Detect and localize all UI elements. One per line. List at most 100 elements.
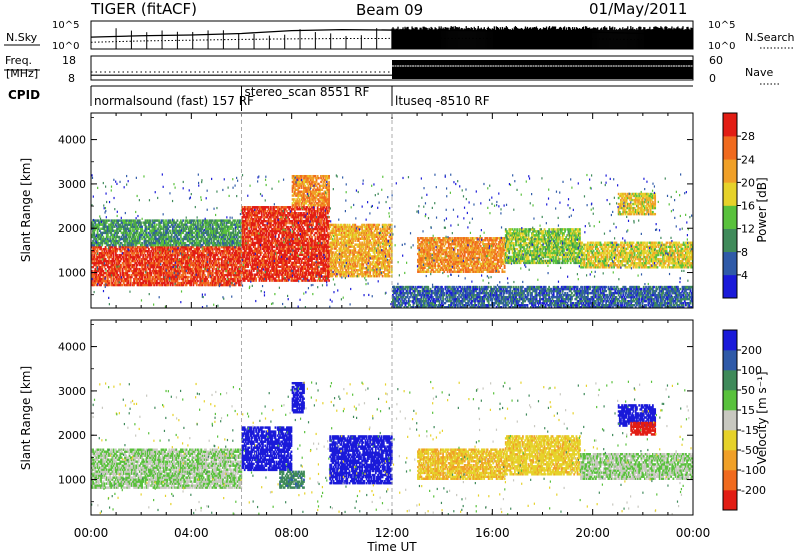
heatmap-cell <box>118 219 121 222</box>
heatmap-cell <box>274 229 277 233</box>
heatmap-cell <box>126 263 129 267</box>
heatmap-cell <box>220 261 223 265</box>
heatmap-cell <box>95 265 98 269</box>
heatmap-cell <box>249 253 252 257</box>
heatmap-cell <box>235 271 238 275</box>
heatmap-cell <box>198 227 200 230</box>
heatmap-cell <box>152 265 155 269</box>
heatmap-cell <box>228 235 231 239</box>
heatmap-cell <box>110 275 113 279</box>
heatmap-cell <box>141 273 143 277</box>
heatmap-cell <box>142 249 145 253</box>
heatmap-cell <box>263 229 265 233</box>
heatmap-cell <box>235 257 238 261</box>
heatmap-cell <box>176 275 179 279</box>
heatmap-cell <box>141 283 143 287</box>
heatmap-cell <box>93 247 96 251</box>
heatmap-cell <box>157 247 159 251</box>
heatmap-cell <box>174 249 177 253</box>
heatmap-cell <box>202 239 205 243</box>
heatmap-cell <box>134 227 137 230</box>
heatmap-cell <box>104 229 107 233</box>
heatmap-cell <box>110 245 113 249</box>
heatmap-cell <box>272 237 275 241</box>
heatmap-cell <box>94 245 97 249</box>
heatmap-cell <box>174 237 177 241</box>
heatmap-cell <box>132 233 134 237</box>
heatmap-cell <box>177 283 180 287</box>
heatmap-cell <box>207 235 210 239</box>
heatmap-cell <box>93 255 96 259</box>
heatmap-cell <box>167 221 170 224</box>
heatmap-cell <box>143 265 146 269</box>
heatmap-cell <box>174 245 177 249</box>
heatmap-cell <box>151 281 154 285</box>
heatmap-cell <box>184 277 187 281</box>
heatmap-cell <box>129 239 132 243</box>
heatmap-cell <box>112 279 115 283</box>
heatmap-cell <box>163 231 166 235</box>
heatmap-cell <box>244 247 247 251</box>
heatmap-cell <box>105 243 108 247</box>
heatmap-cell <box>114 249 117 253</box>
heatmap-cell <box>148 247 150 251</box>
heatmap-cell <box>239 271 242 275</box>
heatmap-cell <box>193 267 196 271</box>
heatmap-cell <box>152 239 155 243</box>
heatmap-cell <box>282 212 285 215</box>
heatmap-cell <box>154 267 157 271</box>
heatmap-cell <box>228 225 231 228</box>
heatmap-cell <box>151 237 154 241</box>
heatmap-cell <box>242 259 245 262</box>
heatmap-cell <box>226 227 229 230</box>
heatmap-cell <box>119 273 122 277</box>
heatmap-cell <box>241 277 244 280</box>
heatmap-cell <box>262 243 264 247</box>
heatmap-cell <box>274 269 277 272</box>
heatmap-cell <box>266 275 269 278</box>
heatmap-cell <box>109 265 112 269</box>
heatmap-cell <box>151 241 154 245</box>
heatmap-cell <box>208 247 211 251</box>
heatmap-cell <box>146 233 149 237</box>
heatmap-cell <box>133 221 135 224</box>
heatmap-cell <box>153 279 156 283</box>
heatmap-cell <box>145 269 148 273</box>
heatmap-cell <box>238 225 240 228</box>
heatmap-cell <box>113 281 116 285</box>
heatmap-cell <box>236 259 239 263</box>
heatmap-cell <box>248 271 251 274</box>
heatmap-cell <box>190 267 193 271</box>
heatmap-cell <box>102 227 105 230</box>
heatmap-cell <box>191 251 194 255</box>
heatmap-cell <box>157 265 159 269</box>
heatmap-cell <box>262 235 264 239</box>
heatmap-cell <box>247 237 250 241</box>
heatmap-cell <box>177 271 180 275</box>
heatmap-cell <box>273 229 276 233</box>
heatmap-cell <box>133 239 135 243</box>
heatmap-cell <box>184 233 187 237</box>
heatmap-cell <box>177 243 180 247</box>
heatmap-cell <box>199 283 202 287</box>
heatmap-cell <box>243 221 246 225</box>
heatmap-cell <box>148 241 150 245</box>
heatmap-cell <box>272 245 275 249</box>
heatmap-cell <box>117 255 120 259</box>
heatmap-cell <box>92 283 94 287</box>
heatmap-cell <box>272 208 275 211</box>
heatmap-cell <box>207 273 210 277</box>
heatmap-cell <box>181 281 183 285</box>
heatmap-cell <box>173 235 175 239</box>
heatmap-cell <box>230 261 232 265</box>
heatmap-cell <box>234 253 237 257</box>
heatmap-cell <box>199 219 202 222</box>
heatmap-cell <box>254 259 256 262</box>
heatmap-cell <box>208 249 211 253</box>
heatmap-cell <box>113 245 116 249</box>
heatmap-cell <box>158 249 161 253</box>
heatmap-cell <box>130 239 133 243</box>
heatmap-cell <box>205 275 207 279</box>
heatmap-cell <box>176 277 179 281</box>
heatmap-cell <box>214 275 216 279</box>
